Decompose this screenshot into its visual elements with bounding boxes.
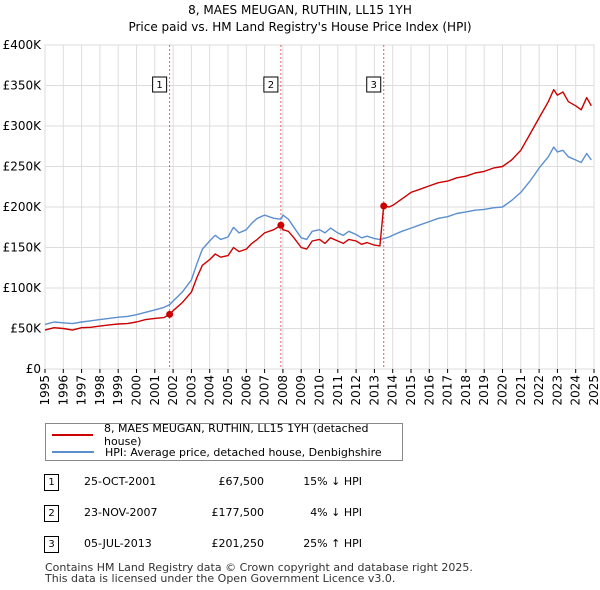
transaction-label-box — [152, 76, 168, 93]
hpi-line — [44, 146, 592, 326]
transaction-hpi-change: 4% ↓ HPI — [310, 506, 362, 519]
transaction-number: 1 — [44, 474, 59, 491]
footer-copyright: Contains HM Land Registry data © Crown c… — [45, 561, 473, 574]
footer-licence: This data is licensed under the Open Gov… — [45, 572, 396, 585]
x-tick-label: 2003 — [184, 375, 198, 406]
x-tick-label: 2008 — [276, 375, 290, 406]
table-row: 2 23-NOV-2007 £177,500 4% ↓ HPI — [44, 505, 404, 523]
x-tick-label: 1998 — [93, 375, 107, 406]
x-tick-label: 2000 — [130, 375, 144, 406]
y-tick-label: £250K — [3, 160, 43, 174]
transaction-label-box — [366, 76, 382, 93]
transaction-date: 23-NOV-2007 — [84, 506, 158, 519]
transaction-point — [277, 221, 285, 229]
legend-item-property: 8, MAES MEUGAN, RUTHIN, LL15 1YH (detach… — [52, 422, 402, 448]
chart-title-line1: 8, MAES MEUGAN, RUTHIN, LL15 1YH — [188, 3, 412, 17]
transaction-hpi-change: 15% ↓ HPI — [303, 475, 362, 488]
x-tick-label: 2017 — [441, 375, 455, 406]
transaction-hpi-change: 25% ↑ HPI — [303, 537, 362, 550]
chart-title-line2: Price paid vs. HM Land Registry's House … — [128, 20, 472, 34]
y-tick-label: £150K — [3, 241, 43, 255]
x-tick-label: 2025 — [587, 375, 600, 406]
x-tick-label: 2013 — [367, 375, 381, 406]
table-row: 1 25-OCT-2001 £67,500 15% ↓ HPI — [44, 474, 404, 492]
legend-label-hpi: HPI: Average price, detached house, Denb… — [105, 445, 382, 459]
x-tick-label: 2023 — [550, 375, 564, 406]
y-tick-label: £50K — [10, 322, 42, 336]
transaction-date: 25-OCT-2001 — [84, 475, 157, 488]
x-tick-label: 2021 — [514, 375, 528, 406]
legend-label-property: 8, MAES MEUGAN, RUTHIN, LL15 1YH (detach… — [103, 422, 369, 448]
property-price-line — [44, 88, 592, 331]
x-tick-label: 2006 — [239, 375, 253, 406]
transaction-label: 1 — [156, 80, 162, 91]
x-tick-label: 2019 — [477, 375, 491, 406]
y-tick-label: £400K — [3, 38, 43, 52]
transaction-label: 2 — [268, 80, 274, 91]
y-tick-label: £200K — [3, 200, 43, 214]
x-tick-label: 2011 — [331, 375, 345, 406]
transaction-date: 05-JUL-2013 — [84, 537, 152, 550]
x-tick-label: 2018 — [459, 375, 473, 406]
chart-area: £0 £50K £100K £150K £200K £250K £300K £350K £400… — [3, 38, 600, 406]
x-tick-label: 1996 — [56, 375, 70, 406]
transaction-point — [380, 202, 388, 210]
y-tick-label: £350K — [3, 79, 43, 93]
legend-swatch-property — [52, 434, 93, 436]
y-tick-label: £300K — [3, 119, 43, 133]
chart-title: 8, MAES MEUGAN, RUTHIN, LL15 1YH Price p… — [0, 2, 600, 36]
legend-swatch-hpi — [52, 451, 94, 453]
x-tick-label: 2015 — [404, 375, 418, 406]
transaction-number: 3 — [44, 536, 59, 553]
x-tick-label: 2009 — [294, 375, 308, 406]
x-tick-label: 2007 — [258, 375, 272, 406]
x-tick-label: 2005 — [221, 375, 235, 406]
x-tick-label: 1997 — [75, 375, 89, 406]
x-tick-label: 2004 — [203, 375, 217, 406]
table-row: 3 05-JUL-2013 £201,250 25% ↑ HPI — [44, 536, 404, 554]
x-tick-label: 1999 — [111, 375, 125, 406]
transaction-price: £67,500 — [218, 475, 265, 488]
x-tick-label: 2016 — [422, 375, 436, 406]
x-tick-label: 2001 — [148, 375, 162, 406]
legend: 8, MAES MEUGAN, RUTHIN, LL15 1YH (detach… — [45, 422, 403, 461]
x-tick-label: 2014 — [386, 375, 400, 406]
x-tick-label: 2024 — [569, 375, 583, 406]
transaction-number: 2 — [44, 505, 59, 522]
y-tick-label: £0 — [26, 362, 41, 376]
x-tick-label: 2012 — [349, 375, 363, 406]
transaction-label: 3 — [371, 80, 377, 91]
legend-item-hpi: HPI: Average price, detached house, Denb… — [52, 444, 382, 460]
transaction-point — [166, 310, 174, 318]
x-tick-label: 2022 — [532, 375, 546, 406]
x-tick-label: 2020 — [496, 375, 510, 406]
footer: Contains HM Land Registry data © Crown c… — [45, 562, 473, 584]
x-tick-label: 1995 — [38, 375, 52, 406]
transaction-price: £201,250 — [211, 537, 265, 550]
transaction-price: £177,500 — [211, 506, 265, 519]
y-tick-label: £100K — [3, 281, 43, 295]
x-tick-label: 2002 — [166, 375, 180, 406]
transaction-label-box — [263, 76, 279, 93]
x-tick-label: 2010 — [313, 375, 327, 406]
